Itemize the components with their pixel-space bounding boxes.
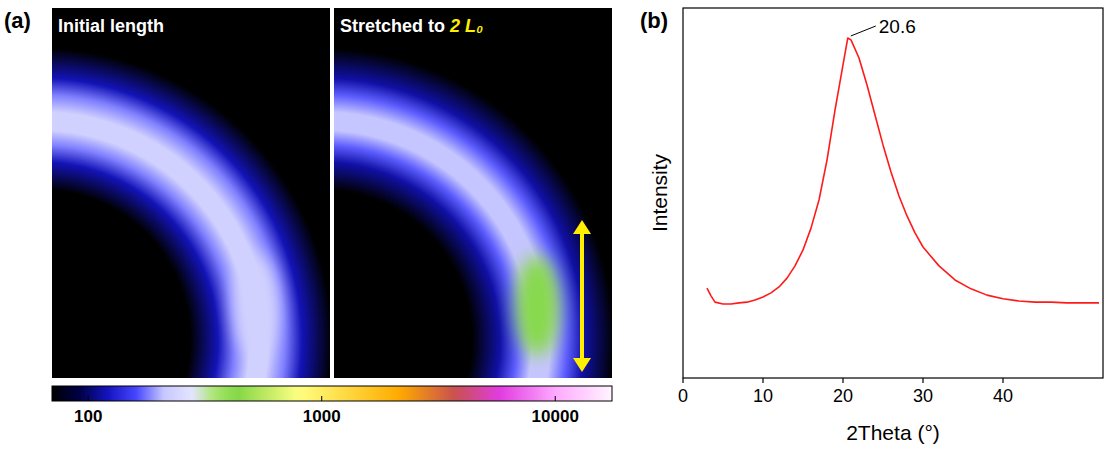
x-tick-label: 10	[753, 386, 773, 406]
scattering-ring	[52, 40, 330, 378]
annotation-leader	[851, 26, 876, 36]
annotation-label: 20.6	[879, 16, 916, 37]
colorbar	[52, 386, 612, 401]
plot-area	[707, 38, 1099, 304]
x-tick	[762, 378, 763, 383]
image-label: Initial length	[58, 16, 164, 36]
colorbar-tick-label: 1000	[303, 407, 341, 426]
image-panel	[334, 8, 612, 378]
image-panel	[52, 8, 330, 378]
x-tick	[1002, 378, 1003, 383]
colorbar-tick	[321, 396, 322, 401]
panel-letter: (a)	[4, 8, 31, 33]
panel-letter: (b)	[640, 8, 668, 33]
stretch-arrow	[580, 230, 584, 362]
x-axis-title: 2Theta (°)	[846, 421, 940, 444]
image-label: Stretched to 2 L₀	[340, 16, 483, 36]
xrd-curve	[707, 38, 1099, 304]
label-part: 2 L₀	[449, 16, 483, 36]
colorbar-tick	[555, 396, 556, 401]
arrow-head	[573, 358, 591, 372]
x-tick	[682, 378, 683, 383]
equatorial-reflection	[515, 256, 559, 356]
colorbar-tick-label: 100	[74, 407, 102, 426]
colorbar-tick-label: 10000	[532, 407, 579, 426]
x-tick-label: 20	[833, 386, 853, 406]
plot-frame	[683, 8, 1103, 378]
figure: (a)Initial lengthStretched to 2 L₀100100…	[0, 0, 1111, 449]
scattering-ring	[334, 40, 612, 378]
equatorial-reflection	[233, 256, 277, 356]
colorbar-tick	[88, 396, 89, 401]
x-tick-label: 30	[913, 386, 933, 406]
x-tick	[922, 378, 923, 383]
arrow-head	[573, 220, 591, 234]
x-tick-label: 0	[678, 386, 688, 406]
x-tick	[842, 378, 843, 383]
y-axis-title: Intensity	[648, 153, 671, 232]
x-tick-label: 40	[993, 386, 1013, 406]
label-part: Stretched to	[340, 16, 450, 36]
